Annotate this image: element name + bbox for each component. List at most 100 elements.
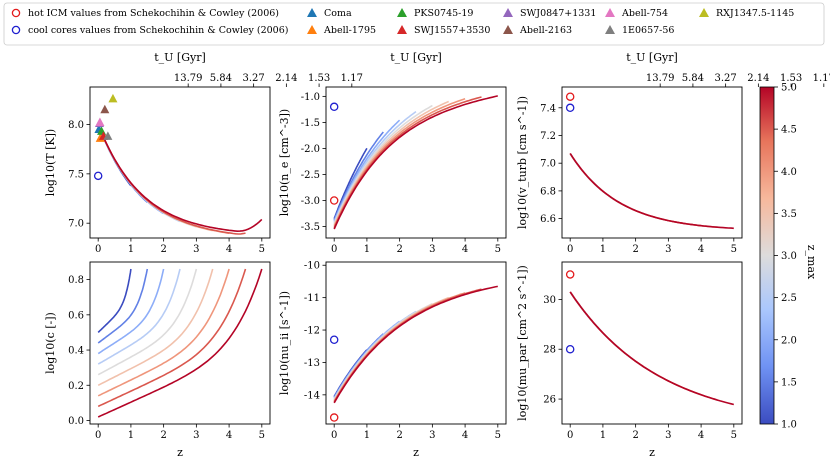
colorbar-tick-label: 2.5 [781, 293, 797, 304]
plot-frame [561, 261, 743, 425]
series-group [569, 291, 735, 406]
colorbar-gradient [759, 86, 775, 425]
x-tick-label: 0 [95, 430, 101, 441]
colorbar-label: z_max [805, 245, 818, 280]
series-line-zmax-3 [569, 291, 669, 382]
y-tick-label: -11 [304, 293, 320, 304]
reference-marker [329, 102, 339, 112]
y-tick-label: 7.2 [540, 131, 556, 142]
x-tick-label: 3 [665, 244, 671, 255]
x-tick-label: 2 [396, 430, 402, 441]
y-tick-label: -3.5 [301, 222, 320, 233]
series-line-zmax-1 [569, 153, 604, 192]
top-axis-label: t_U [Gyr] [154, 51, 206, 64]
legend-entry: hot ICM values from Schekochihin & Cowle… [11, 8, 279, 19]
plot-frame [89, 86, 271, 239]
x-tick-label: 0 [567, 244, 573, 255]
legend-entry: cool cores values from Schekochihin & Co… [11, 25, 288, 36]
x-tick-label: 2 [632, 430, 638, 441]
series-line-zmax-2.5 [569, 291, 653, 373]
series-line-zmax-4.5 [97, 268, 247, 408]
x-tick-label: 5 [731, 244, 737, 255]
series-line-zmax-1.5 [569, 153, 620, 204]
colorbar: 1.0 1.5 2.0 2.5 3.0 3.5 4.0 4.5 5.0 z_max [759, 83, 818, 431]
colorbar-tick-label: 4.0 [781, 167, 797, 178]
legend-label: cool cores values from Schekochihin & Co… [28, 25, 288, 36]
y-axis-label: log10(T [K]) [44, 129, 57, 196]
reference-marker [93, 171, 103, 181]
series-line-zmax-3.5 [97, 268, 214, 387]
series-line-zmax-3 [97, 268, 198, 376]
legend-label: SWJ0847+1331 [520, 8, 596, 19]
x-tick-label: 1 [128, 244, 134, 255]
top-tick-label: 1.17 [341, 73, 363, 84]
top-tick-label: 1.53 [308, 73, 330, 84]
series-line-zmax-1.5 [97, 268, 149, 344]
y-tick-label: -12 [304, 326, 320, 337]
x-tick-label: 3 [429, 244, 435, 255]
series-line-zmax-2.5 [569, 153, 653, 218]
y-tick-label: -14 [304, 390, 320, 401]
reference-marker [329, 413, 339, 422]
plot-frame [561, 86, 743, 239]
series-group [569, 153, 734, 230]
y-tick-label: 8.0 [68, 120, 84, 131]
y-tick-label: 0.8 [68, 275, 84, 286]
series-line-zmax-5 [97, 268, 263, 418]
legend-entry: SWJ1557+3530 [397, 25, 490, 36]
x-tick-label: 5 [731, 430, 737, 441]
x-tick-label: 4 [462, 430, 468, 441]
y-tick-label: -1.5 [301, 118, 320, 129]
y-axis-label: log10(nu_ii [s^-1]) [278, 291, 291, 395]
series-line-zmax-3 [333, 104, 433, 225]
y-axis-label: log10(c [-]) [44, 312, 57, 374]
y-tick-label: -2.5 [301, 170, 320, 181]
x-tick-label: 1 [128, 430, 134, 441]
series-line-zmax-3 [97, 124, 197, 228]
legend-marker [503, 25, 513, 34]
x-tick-label: 5 [259, 244, 265, 255]
y-tick-label: -2.0 [301, 144, 320, 155]
legend-entry: Coma [307, 8, 352, 19]
series-line-zmax-2 [333, 119, 401, 222]
x-tick-label: 5 [495, 244, 501, 255]
x-tick-label: 5 [495, 430, 501, 441]
x-tick-label: 0 [331, 430, 337, 441]
series-line-zmax-4 [333, 292, 466, 402]
series-line-zmax-3.5 [569, 291, 686, 390]
x-tick-label: 5 [259, 430, 265, 441]
top-tick-label: 13.79 [646, 73, 675, 84]
colorbar-tick-label: 3.5 [781, 209, 797, 220]
x-axis-label: z [413, 446, 419, 459]
panel-c: 0 1 2 3 4 5 0.0 0.2 0.4 0.6 0.8 log10(c [-]) z [44, 261, 271, 459]
legend-label: 1E0657-56 [622, 25, 674, 36]
x-tick-label: 4 [698, 244, 704, 255]
series-line-zmax-4.5 [569, 153, 718, 228]
plot-frame [89, 261, 271, 425]
series-line-zmax-3 [333, 302, 433, 401]
legend-marker [503, 8, 513, 17]
x-axis-label: z [177, 446, 183, 459]
colorbar-tick-label: 3.0 [781, 251, 797, 262]
series-line-zmax-2.5 [97, 268, 181, 365]
y-tick-label: -3.0 [301, 196, 320, 207]
legend-entry: SWJ0847+1331 [503, 8, 596, 19]
legend-label: PKS0745-19 [414, 8, 473, 19]
legend-entry: Abell-754 [605, 8, 668, 19]
x-tick-label: 4 [462, 244, 468, 255]
series-line-zmax-2.5 [333, 110, 417, 223]
panel-T: 0 1 2 3 4 5 7.0 7.5 8.0 log10(T [K]) 13.79 5.84 3.27… [44, 51, 363, 255]
y-tick-label: 28 [543, 345, 556, 356]
x-tick-label: 1 [600, 244, 606, 255]
series-line-zmax-5 [569, 291, 735, 406]
x-tick-label: 1 [600, 430, 606, 441]
legend-label: Abell-754 [621, 8, 668, 19]
series-line-zmax-5 [333, 95, 498, 230]
legend-marker [307, 25, 317, 34]
series-line-zmax-5 [569, 153, 734, 230]
reference-marker [565, 270, 575, 279]
series-line-zmax-3.5 [333, 296, 450, 401]
legend-marker [397, 8, 407, 17]
legend-entry: Abell-2163 [503, 25, 572, 36]
top-tick-label: 13.79 [174, 73, 203, 84]
